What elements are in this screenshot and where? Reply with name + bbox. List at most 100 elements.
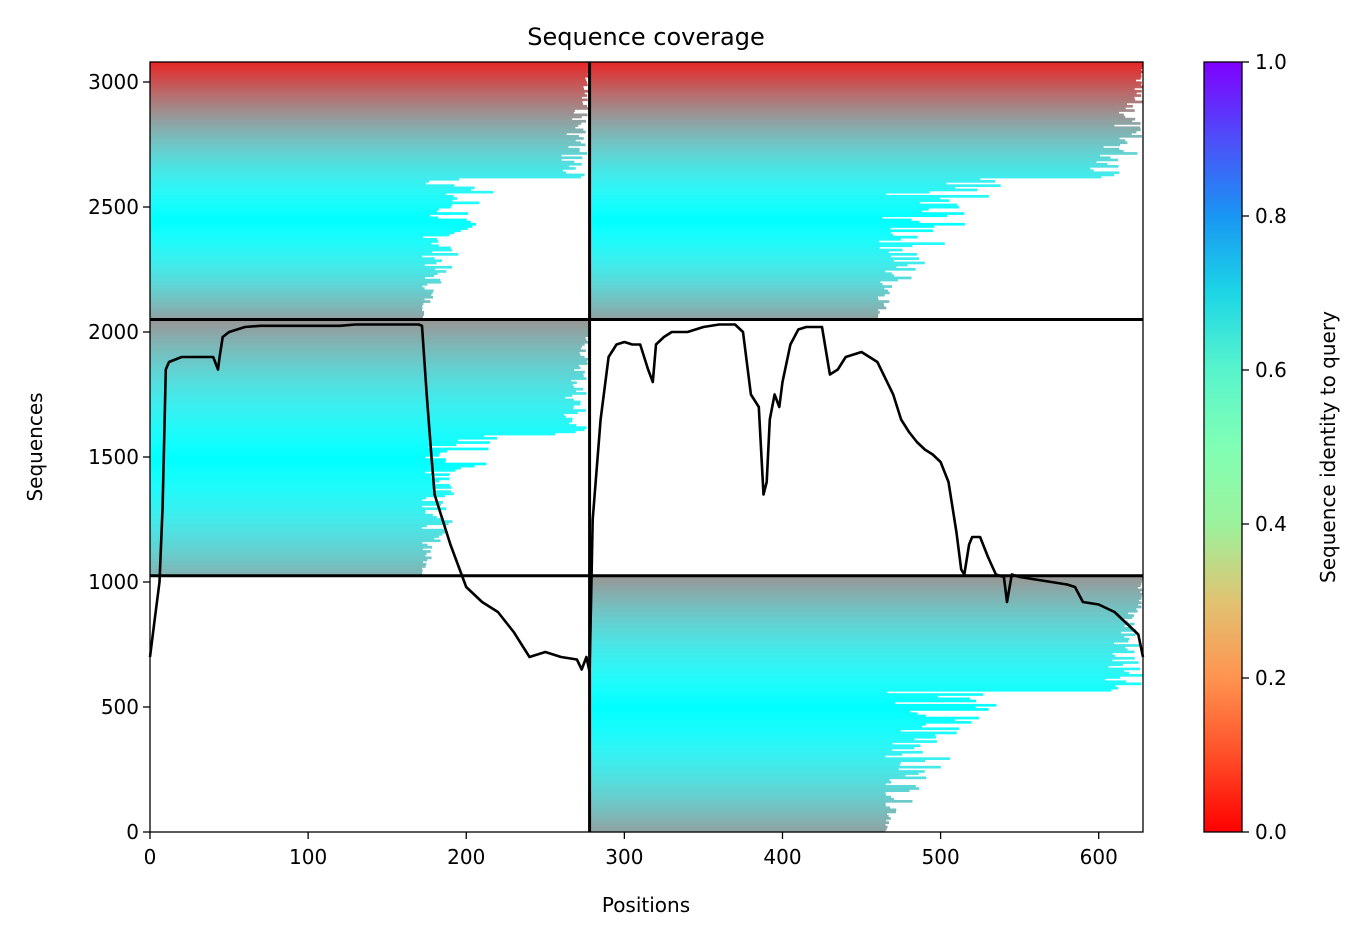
heatmap-row [589, 289, 888, 293]
heatmap-row [589, 652, 1113, 656]
heatmap-row [589, 227, 891, 230]
heatmap-row [589, 233, 894, 237]
heatmap-row [589, 723, 926, 726]
heatmap-row [589, 177, 981, 181]
heatmap-row [589, 825, 888, 829]
y-tick-label: 500 [101, 695, 139, 719]
heatmap-row [589, 253, 917, 256]
heatmap-row [589, 580, 1142, 583]
heatmap-row [150, 488, 433, 491]
heatmap-row [150, 156, 583, 160]
heatmap-row [589, 776, 927, 780]
heatmap-row [589, 697, 970, 701]
heatmap-row [589, 693, 984, 696]
heatmap-row [589, 160, 1097, 164]
heatmap-row [589, 631, 1121, 634]
heatmap-row [150, 119, 586, 123]
heatmap-row [589, 298, 879, 301]
heatmap-row [150, 558, 428, 562]
heatmap-row [150, 218, 467, 222]
y-tick-label: 0 [126, 820, 139, 844]
heatmap-row [589, 115, 1126, 119]
heatmap-row [589, 77, 1141, 80]
heatmap-row [589, 203, 958, 207]
heatmap-row [150, 289, 434, 293]
heatmap-row [150, 355, 585, 359]
heatmap-row [150, 332, 589, 335]
heatmap-row [589, 793, 886, 797]
heatmap-row [150, 250, 433, 254]
heatmap-row [150, 328, 589, 331]
heatmap-row [150, 462, 487, 466]
x-tick-label: 600 [1080, 845, 1118, 869]
heatmap-row [589, 283, 883, 286]
heatmap-row [589, 225, 935, 228]
heatmap-row [150, 432, 556, 436]
y-tick-label: 2000 [88, 320, 139, 344]
heatmap-row [150, 315, 423, 318]
heatmap-row [150, 479, 440, 483]
heatmap-row [589, 731, 957, 735]
y-tick-label: 3000 [88, 70, 139, 94]
heatmap-row [150, 545, 433, 549]
heatmap-row [589, 139, 1126, 142]
heatmap-row [150, 556, 432, 560]
heatmap-row [589, 703, 997, 707]
heatmap-row [589, 665, 1109, 669]
heatmap-row [589, 774, 906, 777]
heatmap-row [589, 759, 926, 763]
heatmap-row [589, 691, 888, 694]
heatmap-row [150, 402, 581, 406]
heatmap-row [589, 137, 1120, 140]
heatmap-row [589, 304, 885, 308]
heatmap-row [150, 238, 438, 241]
heatmap-row [589, 637, 1130, 641]
heatmap-row [589, 586, 1138, 590]
heatmap-row [589, 612, 1128, 615]
x-tick-label: 100 [289, 845, 327, 869]
heatmap-row [589, 188, 978, 192]
heatmap-row [589, 676, 1121, 679]
heatmap-row [589, 192, 887, 196]
heatmap-row [150, 550, 431, 553]
heatmap-row [150, 528, 445, 532]
heatmap-row [589, 785, 916, 788]
heatmap-row [589, 81, 1142, 84]
heatmap-row [589, 180, 995, 183]
heatmap-row [589, 627, 1131, 630]
heatmap-row [589, 162, 1108, 166]
heatmap-row [589, 701, 896, 705]
heatmap-row [150, 473, 450, 476]
heatmap-row [150, 486, 452, 489]
heatmap-row [150, 154, 562, 157]
heatmap-row [150, 571, 423, 575]
heatmap-row [589, 682, 1142, 686]
heatmap-row [150, 481, 436, 485]
heatmap-row [589, 240, 879, 243]
heatmap-row [589, 663, 1123, 666]
heatmap-row [150, 107, 589, 110]
heatmap-row [150, 263, 425, 267]
heatmap-row [589, 287, 885, 290]
heatmap-row [150, 115, 582, 119]
heatmap-row [150, 94, 588, 97]
heatmap-row [150, 349, 586, 353]
heatmap-row [150, 104, 588, 108]
heatmap-row [150, 400, 581, 404]
x-tick-label: 300 [605, 845, 643, 869]
heatmap-row [589, 718, 956, 722]
heatmap-row [589, 659, 1113, 662]
heatmap-row [589, 199, 950, 202]
heatmap-row [150, 422, 569, 425]
colorbar-tick-label: 1.0 [1255, 50, 1287, 74]
heatmap-row [150, 392, 587, 395]
heatmap-row [589, 725, 922, 728]
heatmap-row [589, 618, 1124, 622]
heatmap-row [150, 366, 581, 370]
heatmap-row [150, 411, 578, 414]
heatmap-row [150, 456, 426, 459]
heatmap-row [150, 253, 459, 256]
heatmap-row [589, 238, 901, 241]
heatmap-row [589, 714, 926, 718]
heatmap-row [589, 313, 879, 316]
